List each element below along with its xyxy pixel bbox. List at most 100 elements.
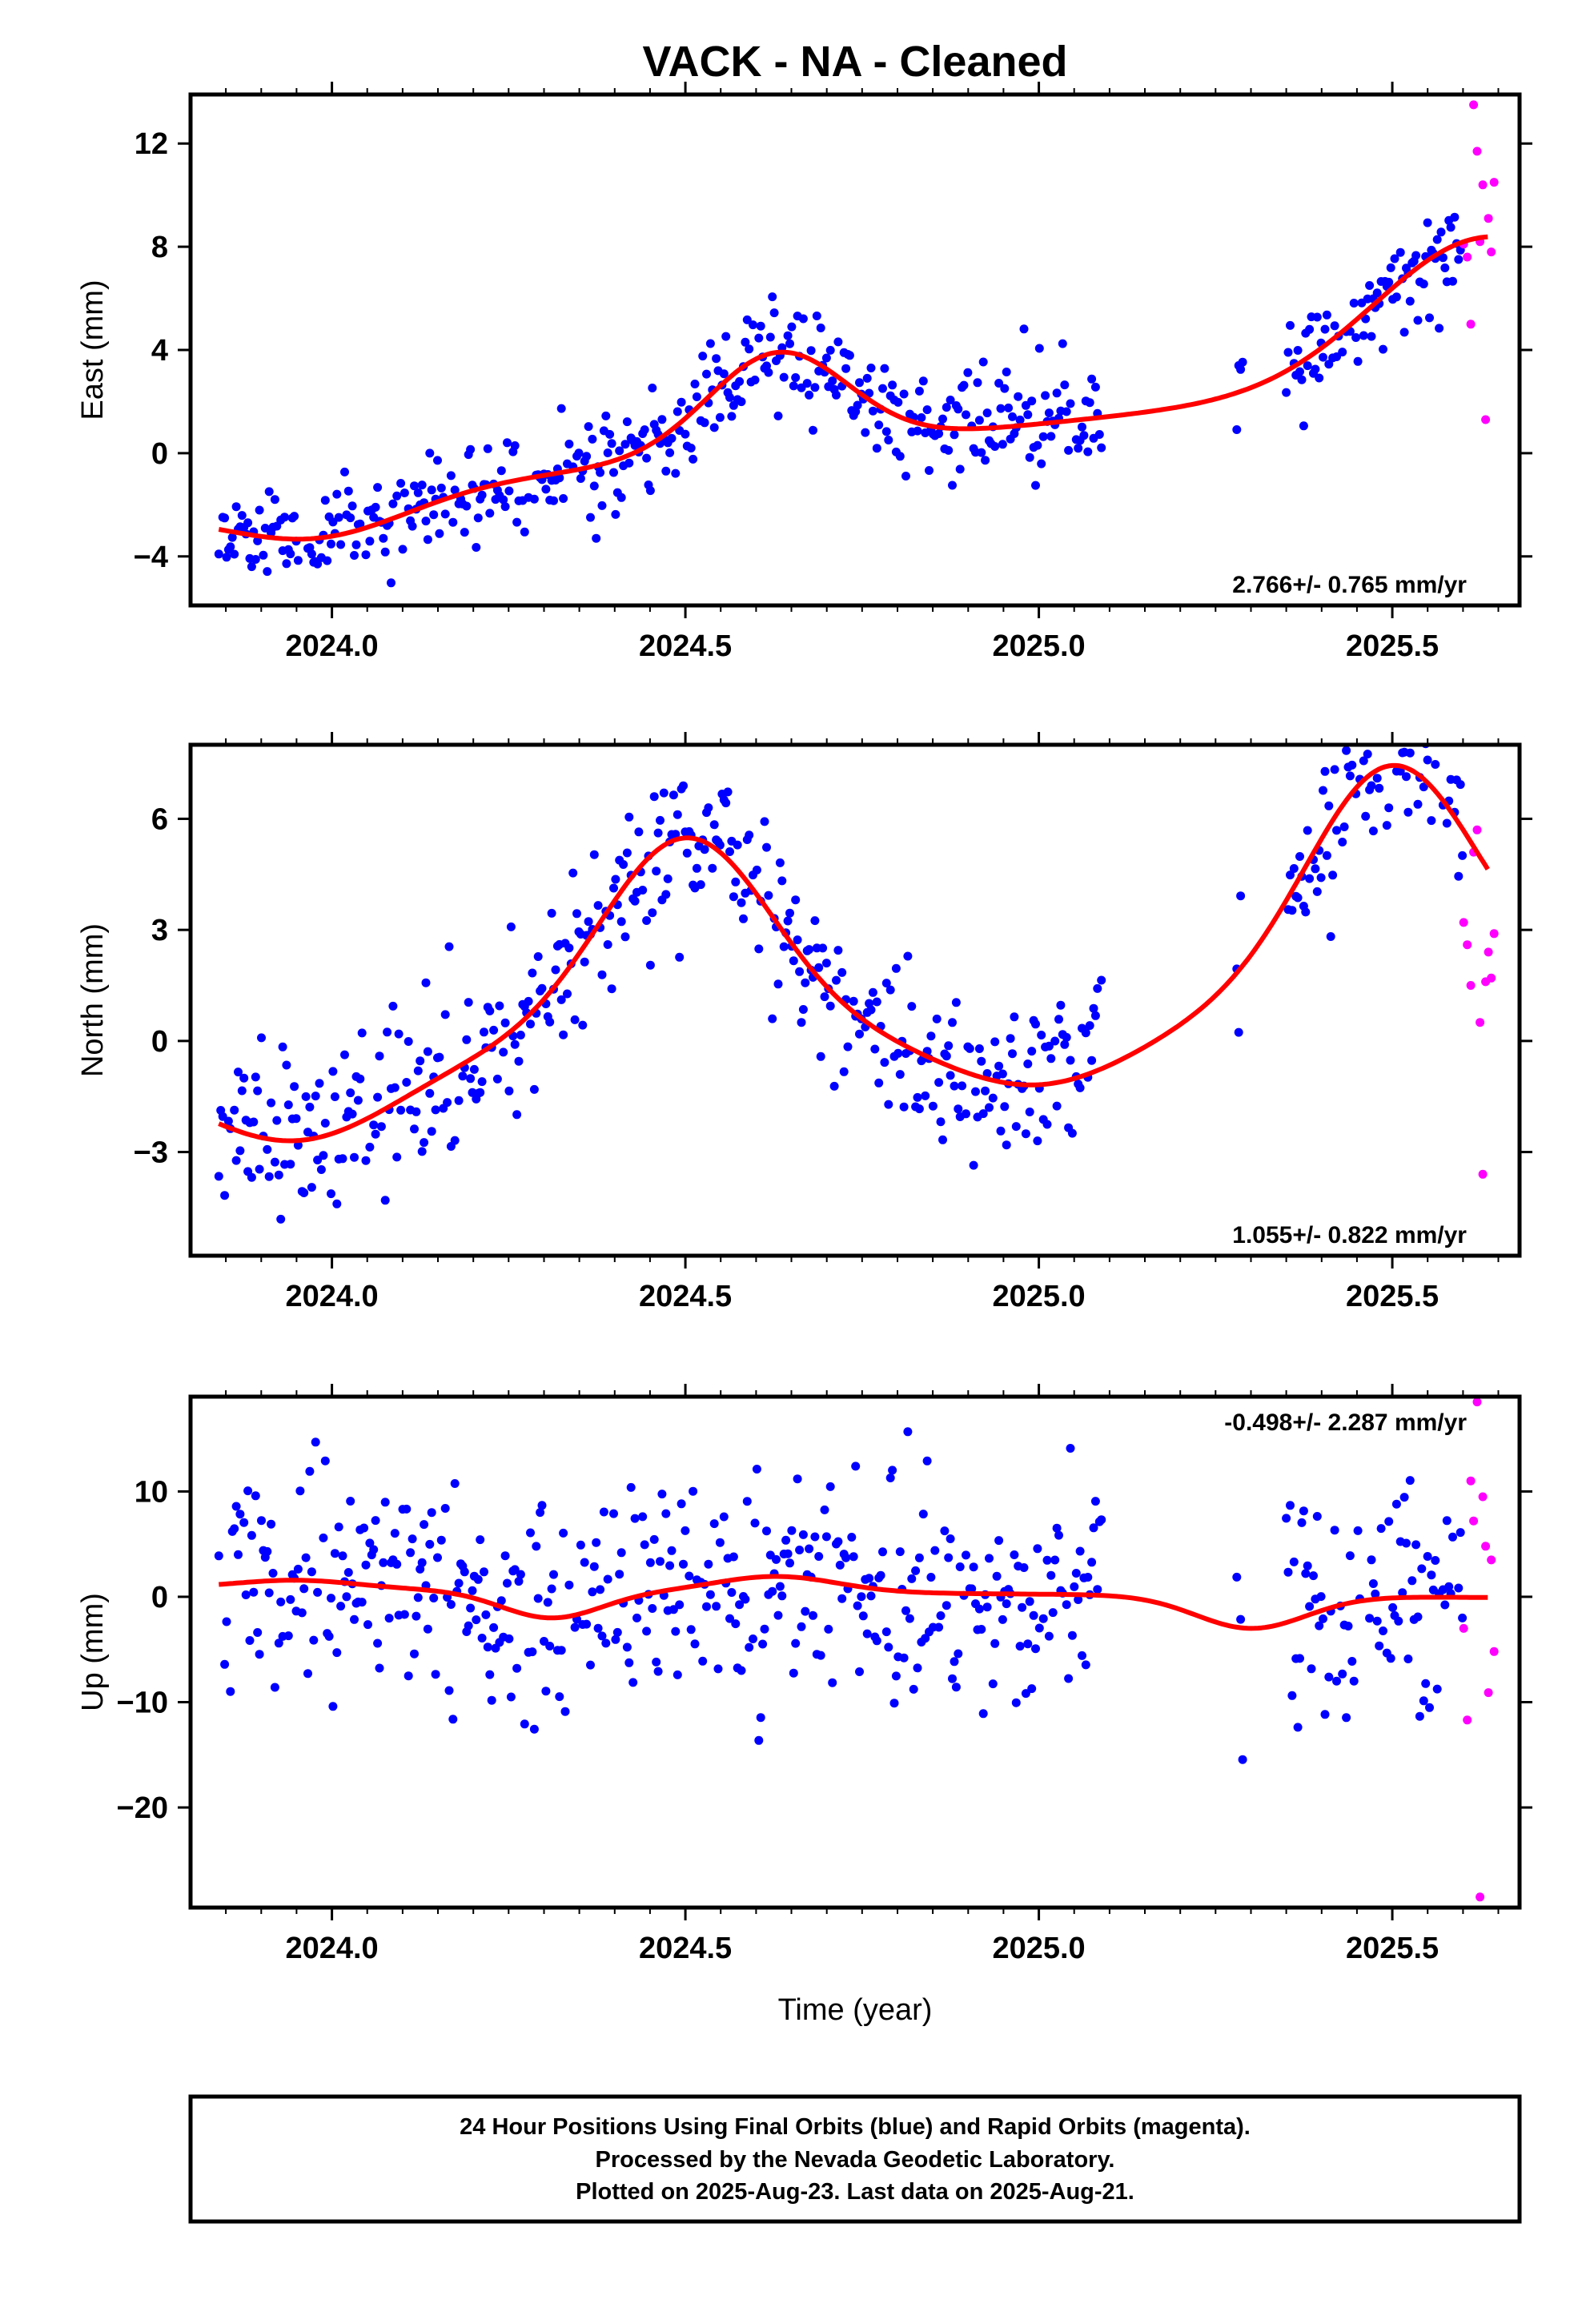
final-point <box>443 1098 452 1108</box>
final-point <box>653 1667 663 1676</box>
final-point <box>967 1584 977 1594</box>
final-point <box>526 1019 535 1029</box>
final-point <box>481 1610 491 1619</box>
final-point <box>516 1570 525 1579</box>
final-point <box>868 987 877 997</box>
final-point <box>1083 447 1093 456</box>
final-point <box>816 1051 825 1061</box>
final-point <box>520 527 529 537</box>
final-point <box>913 426 922 436</box>
final-point <box>1282 1514 1291 1523</box>
final-point <box>214 1551 223 1561</box>
final-point <box>223 1116 233 1126</box>
final-point <box>709 1519 719 1529</box>
final-point <box>1386 1654 1395 1663</box>
final-point <box>1293 1723 1303 1732</box>
final-point <box>1446 223 1456 232</box>
x-tick-label: 2024.5 <box>639 1280 732 1313</box>
final-point <box>592 533 601 543</box>
final-point <box>1330 765 1339 774</box>
final-point <box>1293 346 1303 355</box>
final-point <box>878 1547 887 1557</box>
final-point <box>1405 1476 1415 1486</box>
north-final-points <box>214 745 1468 1224</box>
final-point <box>593 901 603 911</box>
final-point <box>768 292 777 302</box>
final-point <box>1232 425 1242 434</box>
final-point <box>274 1170 283 1180</box>
final-point <box>1307 1664 1316 1674</box>
final-point <box>880 364 889 373</box>
final-point <box>657 415 667 424</box>
final-point <box>855 1667 864 1676</box>
final-point <box>290 512 299 521</box>
final-point <box>264 1588 274 1598</box>
final-point <box>255 505 264 515</box>
final-point <box>559 1030 568 1039</box>
final-point <box>392 1152 402 1162</box>
final-point <box>355 1074 365 1084</box>
final-point <box>1060 380 1070 390</box>
final-point <box>814 963 824 972</box>
y-tick-label: 4 <box>151 334 168 368</box>
final-point <box>737 898 746 907</box>
final-point <box>420 1520 429 1530</box>
final-point <box>715 840 725 850</box>
final-point <box>1289 1557 1299 1566</box>
final-point <box>818 943 828 953</box>
final-point <box>1436 227 1446 237</box>
final-point <box>489 1622 499 1632</box>
final-point <box>347 1109 357 1119</box>
final-point <box>586 513 595 522</box>
final-point <box>914 1553 924 1562</box>
final-point <box>529 1724 539 1734</box>
final-point <box>665 1561 675 1570</box>
final-point <box>1046 432 1056 441</box>
final-point <box>400 1610 409 1619</box>
final-point <box>512 517 522 527</box>
final-point <box>777 876 787 886</box>
final-point <box>773 1610 783 1620</box>
final-point <box>1015 415 1025 424</box>
final-point <box>1042 1555 1052 1565</box>
final-point <box>286 549 295 559</box>
final-point <box>327 1189 335 1199</box>
final-point <box>756 321 765 331</box>
final-point <box>1338 1669 1347 1679</box>
final-point <box>231 502 241 512</box>
final-point <box>1442 818 1452 828</box>
y-tick-label: 8 <box>151 231 168 264</box>
rapid-point <box>1484 947 1493 957</box>
final-point <box>563 989 572 999</box>
final-point <box>1056 1000 1066 1010</box>
final-point <box>255 1650 264 1659</box>
final-point <box>323 556 332 565</box>
final-point <box>1038 432 1048 441</box>
final-point <box>1033 1136 1042 1146</box>
final-point <box>981 456 990 465</box>
final-point <box>702 369 711 379</box>
final-point <box>874 1078 884 1088</box>
final-point <box>1413 316 1423 325</box>
final-point <box>741 337 750 347</box>
final-point <box>564 943 574 953</box>
final-point <box>1399 328 1409 337</box>
final-point <box>588 1587 597 1597</box>
x-tick-label: 2025.5 <box>1346 629 1439 663</box>
final-point <box>977 448 986 457</box>
final-point <box>235 1510 245 1519</box>
final-point <box>656 815 665 825</box>
final-point <box>1048 1608 1058 1618</box>
final-point <box>383 1027 392 1037</box>
final-point <box>334 1522 343 1532</box>
final-point <box>492 1074 502 1084</box>
final-point <box>429 510 439 520</box>
final-point <box>789 381 798 391</box>
final-point <box>572 909 581 919</box>
final-point <box>793 1474 802 1484</box>
rapid-point <box>1476 1892 1485 1902</box>
final-point <box>257 1516 266 1526</box>
final-point <box>500 502 510 512</box>
final-point <box>504 1634 514 1643</box>
final-point <box>1238 357 1247 367</box>
